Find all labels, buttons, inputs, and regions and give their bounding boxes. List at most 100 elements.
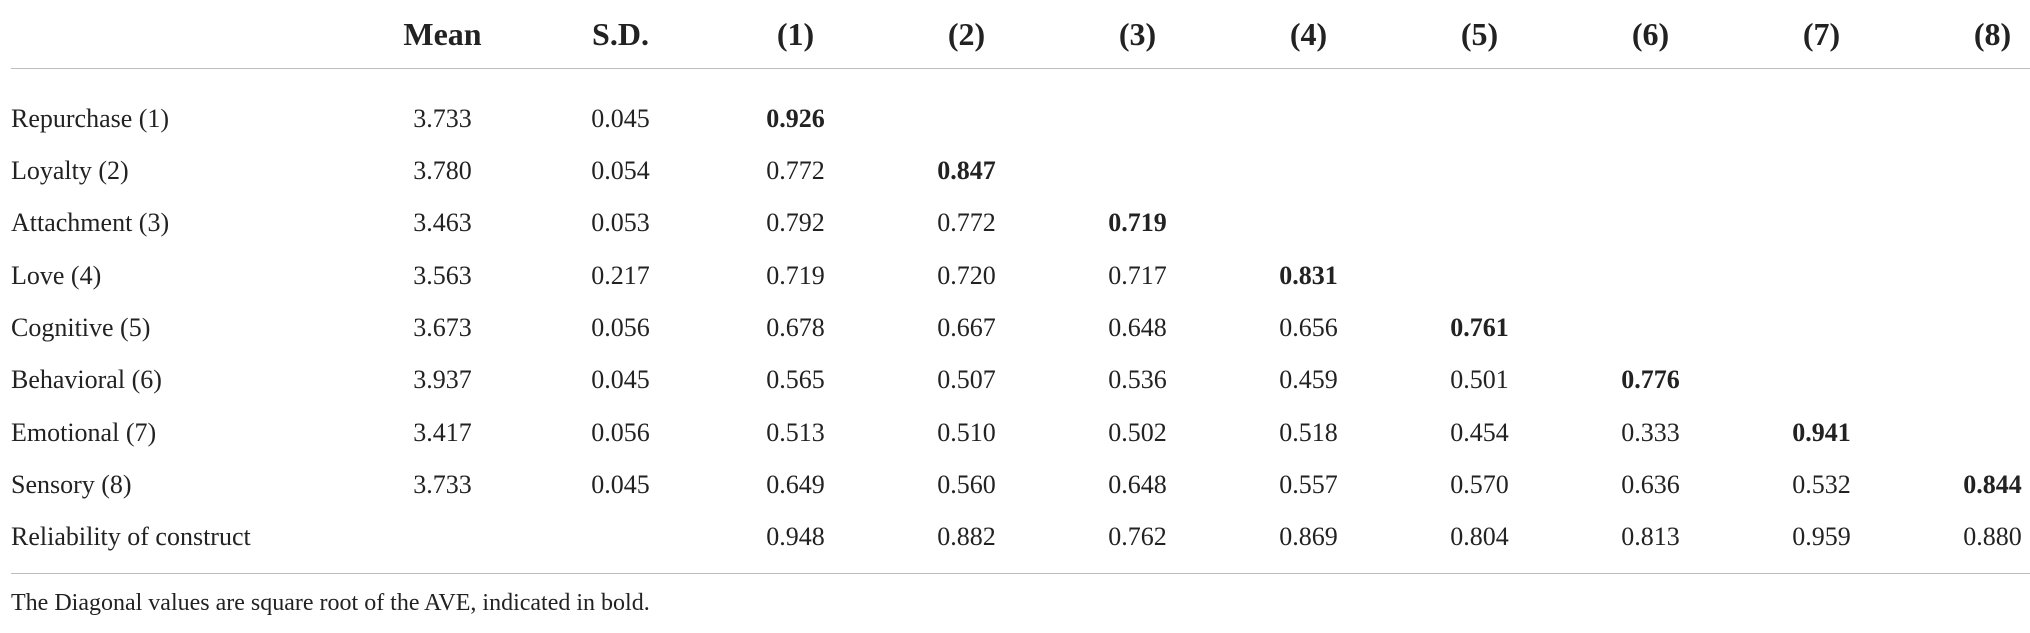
- row-label: Sensory (8): [11, 469, 132, 499]
- table-cell: [1565, 69, 1736, 146]
- table-cell: 0.560: [937, 469, 996, 499]
- table-cell: 0.045: [591, 469, 650, 499]
- table-row: Loyalty (2) 3.780 0.054 0.772 0.847: [11, 145, 2030, 197]
- table-cell: 0.570: [1450, 469, 1509, 499]
- table-row: Repurchase (1) 3.733 0.045 0.926: [11, 69, 2030, 146]
- table-cell: 3.937: [413, 365, 472, 395]
- header-cell-7: (7): [1802, 15, 1841, 52]
- table-cell: 0.459: [1279, 365, 1338, 395]
- table-cell: [531, 511, 710, 574]
- table-cell: 0.772: [937, 208, 996, 238]
- table-cell: 0.501: [1450, 365, 1509, 395]
- table-cell: 0.054: [591, 156, 650, 186]
- table-cell: 0.772: [766, 156, 825, 186]
- table-cell: [354, 511, 531, 574]
- table-cell: 0.880: [1963, 522, 2022, 552]
- row-label: Cognitive (5): [11, 313, 151, 343]
- table-cell: 0.045: [591, 365, 650, 395]
- table-cell: 0.882: [937, 522, 996, 552]
- table-cell: 0.513: [766, 417, 825, 447]
- table-cell: 3.733: [413, 104, 472, 133]
- table-cell: 0.869: [1279, 522, 1338, 552]
- table-cell: [1052, 69, 1223, 146]
- row-label: Love (4): [11, 260, 102, 290]
- table-cell: 0.804: [1450, 522, 1509, 552]
- table-cell: [1907, 69, 2030, 146]
- table-row: Reliability of construct 0.948 0.882 0.762 0…: [11, 511, 2030, 574]
- table-cell: 3.780: [413, 156, 472, 186]
- table-row: Cognitive (5) 3.673 0.056 0.678 0.667 0.648 0.…: [11, 302, 2030, 354]
- table-cell: [1736, 354, 1907, 406]
- row-label: Attachment (3): [11, 208, 170, 238]
- table-cell: [1565, 197, 1736, 249]
- table-cell: 0.656: [1279, 313, 1338, 343]
- table-cell: [1223, 69, 1394, 146]
- table-cell: 0.813: [1621, 522, 1680, 552]
- table-row: Emotional (7) 3.417 0.056 0.513 0.510 0.502 0.…: [11, 406, 2030, 458]
- header-cell-2: (2): [947, 15, 986, 52]
- header-cell-3: (3): [1118, 15, 1157, 52]
- table-cell: [1565, 250, 1736, 302]
- table-cell: 0.844: [1963, 469, 2022, 499]
- table-cell: [1907, 145, 2030, 197]
- table-cell: 0.762: [1108, 522, 1167, 552]
- table-cell: 0.667: [937, 313, 996, 343]
- table-cell: 0.717: [1108, 260, 1167, 290]
- table-cell: 0.510: [937, 417, 996, 447]
- table-cell: 0.557: [1279, 469, 1338, 499]
- table-cell: [1394, 197, 1565, 249]
- table-cell: [1394, 69, 1565, 146]
- header-cell-8: (8): [1973, 15, 2012, 52]
- table-cell: [1736, 197, 1907, 249]
- table-cell: 3.463: [413, 208, 472, 238]
- header-cell-sd: S.D.: [592, 15, 649, 52]
- header-cell-mean: Mean: [403, 15, 482, 52]
- table-cell: [1394, 145, 1565, 197]
- header-row: Mean S.D. (1) (2) (3) (4) (5) (6) (7) (8…: [11, 0, 2030, 69]
- table-footnote: The Diagonal values are square root of t…: [11, 590, 650, 616]
- table-body: Repurchase (1) 3.733 0.045 0.926 Loyalty (2)…: [11, 69, 2030, 574]
- table-cell: 3.673: [413, 313, 472, 343]
- header-cell-blank: [11, 0, 354, 69]
- table-cell: [1907, 197, 2030, 249]
- table-cell: [1736, 250, 1907, 302]
- table-cell: [1907, 302, 2030, 354]
- table-cell: 0.719: [1108, 208, 1167, 238]
- table-cell: 3.733: [413, 469, 472, 499]
- table-row: Behavioral (6) 3.937 0.045 0.565 0.507 0.536 0…: [11, 354, 2030, 406]
- table-cell: [1394, 250, 1565, 302]
- table-cell: 0.333: [1621, 417, 1680, 447]
- table-cell: [1736, 302, 1907, 354]
- table-cell: 3.417: [413, 417, 472, 447]
- correlation-table: Mean S.D. (1) (2) (3) (4) (5) (6) (7) (8…: [11, 0, 2030, 574]
- table-cell: 0.532: [1792, 469, 1851, 499]
- table-header: Mean S.D. (1) (2) (3) (4) (5) (6) (7) (8…: [11, 0, 2030, 69]
- table-cell: [1565, 302, 1736, 354]
- table-cell: 0.217: [591, 260, 650, 290]
- table-row: Sensory (8) 3.733 0.045 0.649 0.560 0.648 0.55…: [11, 459, 2030, 511]
- table-cell: [881, 69, 1052, 146]
- table-cell: [1907, 250, 2030, 302]
- table-cell: [1223, 197, 1394, 249]
- row-label: Emotional (7): [11, 417, 157, 447]
- table-cell: 0.719: [766, 260, 825, 290]
- table-cell: [1565, 145, 1736, 197]
- table-cell: [1223, 145, 1394, 197]
- table-cell: 0.761: [1450, 313, 1509, 343]
- table-cell: 0.045: [591, 104, 650, 133]
- table-cell: 0.454: [1450, 417, 1509, 447]
- row-label: Reliability of construct: [11, 522, 251, 552]
- table-cell: [1907, 406, 2030, 458]
- table-cell: 0.507: [937, 365, 996, 395]
- table-cell: 0.518: [1279, 417, 1338, 447]
- table-cell: 0.959: [1792, 522, 1851, 552]
- header-cell-4: (4): [1289, 15, 1328, 52]
- table-cell: 0.831: [1279, 260, 1338, 290]
- table-cell: 0.636: [1621, 469, 1680, 499]
- table-row: Attachment (3) 3.463 0.053 0.792 0.772 0.719: [11, 197, 2030, 249]
- table-cell: [1736, 69, 1907, 146]
- table-row: Love (4) 3.563 0.217 0.719 0.720 0.717 0.831: [11, 250, 2030, 302]
- row-label: Loyalty (2): [11, 156, 129, 186]
- table-cell: [1052, 145, 1223, 197]
